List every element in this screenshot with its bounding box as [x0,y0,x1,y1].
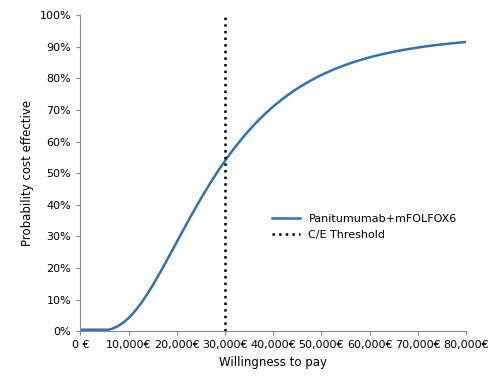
Panitumumab+mFOLFOX6 [254,119,260,124]
Panitumumab+mFOLFOX6 [265,109,271,114]
Line: Panitumumab+mFOLFOX6: Panitumumab+mFOLFOX6 [80,42,466,330]
Panitumumab+mFOLFOX6 [463,40,469,44]
Legend: Panitumumab+mFOLFOX6, C/E Threshold: Panitumumab+mFOLFOX6, C/E Threshold [272,214,456,240]
X-axis label: Willingness to pay: Willingness to pay [219,356,327,369]
Panitumumab+mFOLFOX6 [381,52,387,56]
Panitumumab+mFOLFOX6 [452,41,458,45]
Panitumumab+mFOLFOX6 [452,41,458,45]
Y-axis label: Probability cost effective: Probability cost effective [21,100,34,246]
Panitumumab+mFOLFOX6 [97,328,103,332]
Panitumumab+mFOLFOX6 [78,328,84,332]
